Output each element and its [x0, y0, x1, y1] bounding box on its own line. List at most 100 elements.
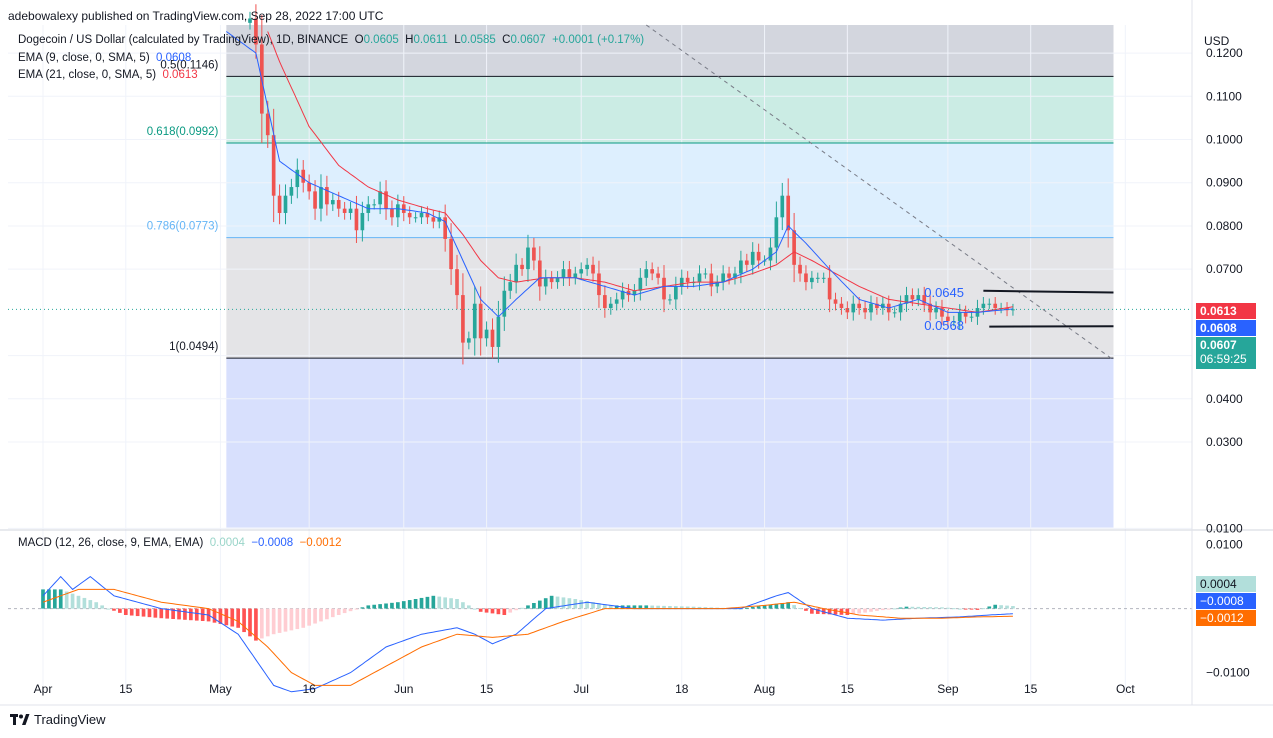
fib-zone-1: [226, 76, 1114, 143]
candle-body: [715, 282, 720, 287]
candle-body: [638, 277, 643, 291]
macd-hist-bar: [774, 603, 779, 609]
ema9-legend[interactable]: EMA (9, close, 0, SMA, 5) 0.0608: [18, 52, 191, 64]
time-tick-4: Jun: [394, 682, 413, 696]
candle-body: [461, 295, 465, 343]
candle-body: [934, 308, 938, 313]
main-legend: Dogecoin / US Dollar (calculated by Trad…: [18, 34, 644, 46]
candle-body: [319, 187, 323, 209]
macd-hist-bar: [585, 601, 589, 609]
candle-body: [922, 295, 927, 304]
macd-hist-bar: [951, 608, 956, 610]
candle-body: [750, 251, 755, 265]
candle-body: [348, 208, 353, 213]
axes: 0.1200 0.1100 0.1000 0.0900 0.0800 0.0700 0.05…: [0, 0, 1273, 706]
candle-body: [502, 290, 507, 317]
candle-body: [330, 200, 335, 205]
candle-body: [591, 264, 595, 274]
time-tick-5: 15: [480, 682, 494, 696]
candle-body: [295, 169, 300, 188]
candle-body: [650, 269, 655, 274]
macd-hist-bar: [875, 608, 879, 611]
candle-body: [555, 277, 560, 283]
ema21-legend[interactable]: EMA (21, close, 0, SMA, 5) 0.0613: [18, 69, 198, 81]
macd-legend[interactable]: MACD (12, 26, close, 9, EMA, EMA) 0.0004…: [18, 537, 341, 549]
time-tick-8: Aug: [754, 682, 775, 696]
macd-hist-bar: [804, 608, 808, 611]
time-tick-1: 15: [119, 682, 133, 696]
macd-hist-bar: [614, 605, 619, 609]
macd-hist-bar: [1011, 606, 1015, 609]
bar-countdown: 06:59:25: [1200, 352, 1247, 366]
macd-hist-bar: [638, 605, 643, 609]
macd-hist-bar: [496, 608, 501, 615]
macd-hist-bar: [431, 595, 436, 609]
candle-body: [969, 316, 974, 318]
close-value: 0.0607: [510, 34, 546, 46]
macd-hist-bar: [555, 596, 560, 609]
fib-label-1: 0.618(0.0992): [147, 126, 219, 138]
candle-body: [390, 208, 394, 218]
low-label: L: [454, 34, 461, 46]
macd-hist-bar: [366, 605, 371, 609]
candle-body: [466, 338, 471, 343]
fib-zone-2: [226, 142, 1114, 238]
tradingview-logo[interactable]: TradingView: [10, 712, 106, 727]
macd-hist-bar: [892, 608, 897, 610]
macd-hist-bar: [336, 608, 341, 615]
candle-body: [496, 316, 501, 347]
grid: [0, 25, 1273, 695]
candle-body: [993, 303, 998, 309]
candle-body: [792, 230, 796, 265]
candle-body: [520, 264, 524, 270]
macd-hist-bar: [579, 600, 584, 609]
time-tick-0: Apr: [34, 682, 53, 696]
macd-hist-bar: [289, 608, 294, 631]
macd-hist-bar: [378, 604, 382, 609]
symbol-title[interactable]: Dogecoin / US Dollar (calculated by Trad…: [18, 34, 349, 46]
candle-body: [662, 277, 666, 300]
macd-hist-bar: [100, 605, 104, 609]
candle-body: [810, 277, 814, 283]
macd-hist-bar: [957, 608, 962, 610]
candle-body: [532, 247, 536, 261]
macd-hist-bar: [999, 605, 1003, 609]
candle-body: [804, 273, 808, 283]
macd-hist-bar: [437, 596, 442, 609]
candle-body: [981, 303, 986, 309]
macd-line: [42, 575, 1013, 693]
macd-tick-1: −0.0100: [1206, 666, 1250, 680]
macd-signal-line: [42, 588, 1013, 686]
candle-body: [656, 273, 660, 278]
macd-hist-bar: [58, 589, 63, 609]
macd-hist-bar: [390, 602, 394, 609]
macd-hist-bar: [881, 608, 885, 611]
ema21-price-badge: 0.0613: [1196, 303, 1256, 319]
macd-hist-bar: [277, 608, 282, 633]
macd-hist-bar: [928, 607, 932, 609]
candle-body: [727, 273, 731, 278]
macd-hist-bar: [449, 598, 453, 609]
candle-body: [733, 273, 737, 278]
macd-hist-bar: [668, 606, 672, 609]
macd-hist-bar: [886, 608, 891, 610]
candle-body: [632, 290, 637, 296]
macd-hist-bar: [301, 608, 306, 628]
candle-body: [957, 312, 962, 322]
candle-body: [709, 273, 714, 287]
candle-body: [851, 303, 856, 313]
candle-body: [384, 191, 388, 209]
macd-hist-bar: [413, 599, 418, 609]
macd-hist-bar: [88, 600, 93, 609]
high-value: 0.0611: [413, 34, 448, 46]
candle-body: [537, 260, 542, 287]
candle-body: [620, 290, 625, 300]
macd-hist-bar: [632, 605, 637, 609]
drawings[interactable]: 0.0645 0.0568: [924, 285, 1114, 333]
macd-hist-bar: [591, 602, 595, 609]
macd-hist-bar: [904, 606, 909, 609]
price-tick-8: 0.0300: [1206, 435, 1243, 449]
macd-hist-bar: [685, 606, 690, 609]
candle-body: [910, 295, 915, 300]
